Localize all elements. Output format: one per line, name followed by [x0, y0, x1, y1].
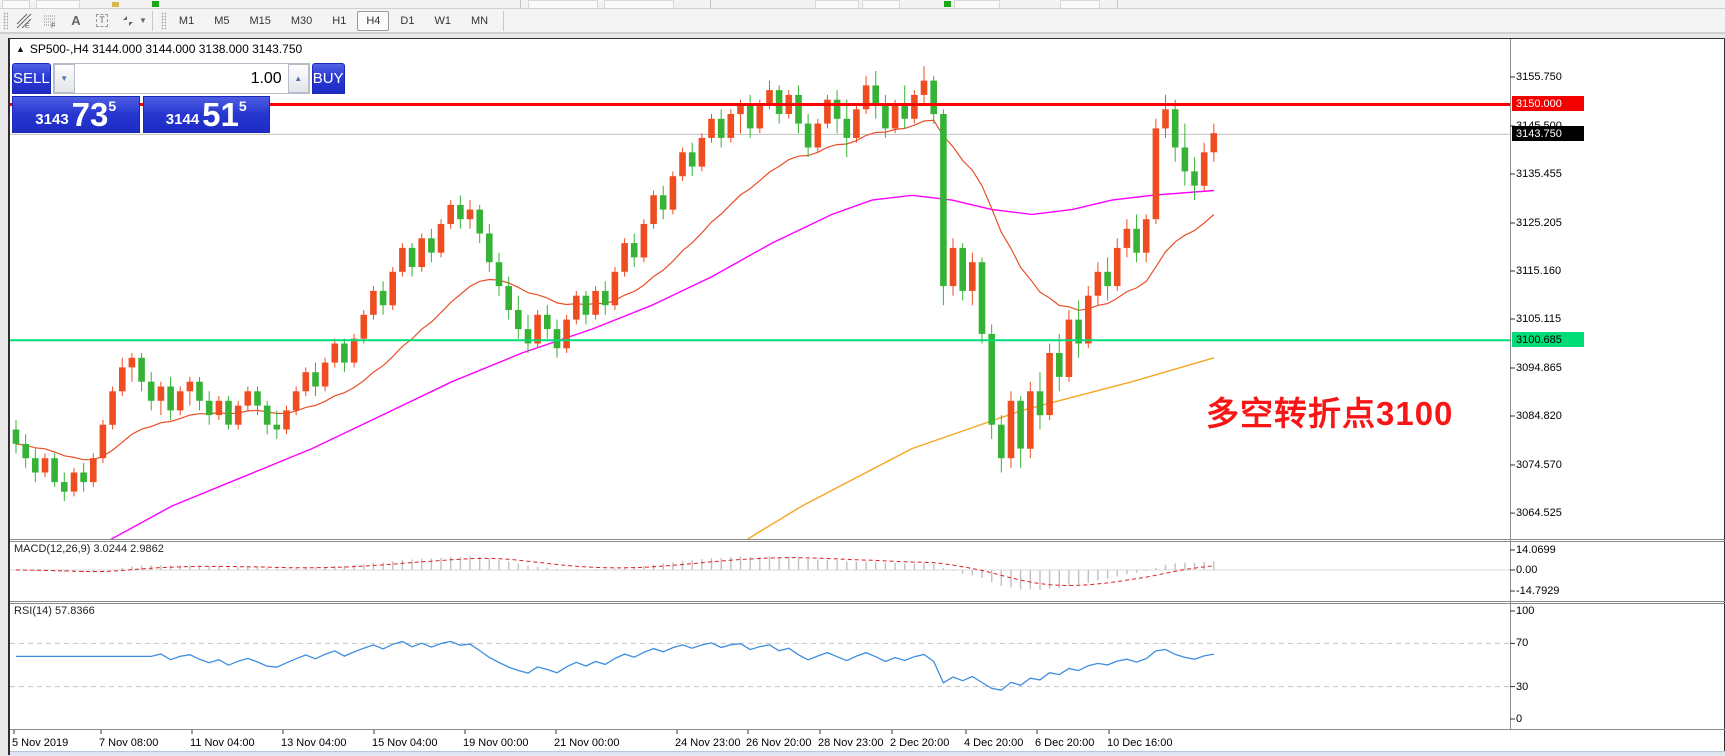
symbol-ohlc-text: SP500-,H4 3144.000 3144.000 3138.000 314…	[29, 42, 303, 56]
buy-price-whole: 3144	[165, 111, 200, 128]
sell-price-tile[interactable]: 3143 73 5	[12, 96, 140, 133]
price-axis-tick: 3064.525	[1516, 507, 1562, 520]
toolbar-button-partial[interactable]	[954, 0, 1000, 8]
toolbar-button-partial[interactable]	[1060, 0, 1100, 8]
time-axis-label: 15 Nov 04:00	[372, 737, 438, 749]
timeframe-button-h1[interactable]: H1	[332, 14, 347, 27]
status-green-icon	[944, 1, 951, 7]
time-axis-label: 21 Nov 00:00	[554, 737, 620, 749]
collapse-panel-icon[interactable]: ▲	[16, 44, 25, 54]
time-axis-label: 4 Dec 20:00	[964, 737, 1024, 749]
chevron-down-icon[interactable]: ▼	[139, 16, 147, 25]
arrows-icon[interactable]	[116, 10, 140, 31]
volume-decrease-button[interactable]: ▼	[53, 64, 75, 93]
rsi-axis-tick: 0	[1516, 713, 1523, 725]
price-badge-3143.750: 3143.750	[1512, 126, 1584, 142]
price-axis-tick: 3135.455	[1516, 168, 1562, 180]
horizontal-scrollbar[interactable]	[10, 751, 1725, 755]
buy-price-fraction: 5	[238, 98, 247, 114]
sell-price-whole: 3143	[35, 111, 69, 128]
time-axis-label: 11 Nov 04:00	[190, 737, 255, 749]
status-green-icon	[152, 1, 159, 7]
price-axis-tick: 3074.570	[1516, 459, 1562, 472]
toolbar-grip[interactable]	[3, 11, 8, 30]
chart-toolbar: E F A T ▼ M1 M5 M15 M30 H1 H4 D1 W1 MN	[0, 9, 1725, 34]
sell-button[interactable]: SELL	[12, 63, 51, 94]
buy-price-tile[interactable]: 3144 51 5	[142, 96, 270, 133]
toolbar-separator	[710, 0, 711, 8]
sell-price-fraction: 5	[108, 98, 117, 114]
rsi-axis-tick: 100	[1516, 605, 1535, 617]
toolbar-button-partial[interactable]	[2, 0, 30, 8]
price-axis-tick: 3105.115	[1516, 313, 1562, 326]
toolbar-separator	[520, 0, 521, 8]
timeframe-button-m1[interactable]: M1	[178, 14, 195, 27]
timeframe-button-w1[interactable]: W1	[434, 14, 451, 27]
toolbar-button-partial[interactable]	[815, 0, 859, 8]
price-axis-tick: 3125.205	[1516, 217, 1562, 229]
chart-ohlc-header: ▲ SP500-,H4 3144.000 3144.000 3138.000 3…	[16, 42, 302, 56]
macd-axis-tick: -14.7929	[1516, 585, 1560, 598]
time-axis-label: 13 Nov 04:00	[281, 737, 347, 749]
fibo-expansion-icon[interactable]: E	[12, 10, 36, 31]
price-axis-tick: 3155.750	[1516, 71, 1562, 83]
volume-stepper: ▼ ▲	[52, 63, 310, 94]
fibo-fan-icon[interactable]: F	[38, 10, 62, 31]
rsi-indicator-label: RSI(14) 57.8366	[14, 605, 95, 617]
svg-text:E: E	[25, 23, 30, 29]
rsi-axis-tick: 30	[1516, 680, 1529, 693]
price-axis-tick: 3115.160	[1516, 265, 1562, 278]
toolbar-overflow-strip	[0, 0, 1725, 9]
price-axis-tick: 3084.820	[1516, 410, 1562, 423]
volume-increase-button[interactable]: ▲	[287, 64, 309, 93]
timeframe-button-mn[interactable]: MN	[470, 14, 489, 27]
chart-text-annotation: 多空转折点3100	[1206, 395, 1454, 432]
timeframe-button-m30[interactable]: M30	[290, 14, 313, 27]
timeframe-button-h4[interactable]: H4	[357, 10, 390, 31]
time-axis-label: 7 Nov 08:00	[99, 737, 159, 749]
toolbar-button-partial[interactable]	[862, 0, 900, 8]
toolbar-separator	[151, 10, 153, 31]
text-label-icon[interactable]: A	[64, 10, 88, 31]
status-indicator-icon	[112, 2, 119, 7]
time-axis-label: 19 Nov 00:00	[463, 737, 529, 749]
time-axis-label: 24 Nov 23:00	[675, 737, 741, 749]
text-label-glyph: A	[71, 13, 81, 28]
price-badge-3100.685: 3100.685	[1512, 332, 1584, 348]
buy-price-pips: 51	[202, 96, 239, 133]
timeframe-button-m15[interactable]: M15	[249, 14, 271, 27]
svg-text:F: F	[51, 23, 55, 29]
rsi-axis-tick: 70	[1516, 637, 1529, 650]
buy-button[interactable]: BUY	[311, 63, 345, 94]
toolbar-button-partial[interactable]	[528, 0, 598, 8]
macd-axis-tick: 14.0699	[1516, 543, 1556, 556]
toolbar-button-partial[interactable]	[36, 0, 80, 8]
macd-axis-tick: 0.00	[1516, 564, 1538, 576]
time-axis-label: 6 Dec 20:00	[1035, 737, 1095, 749]
time-axis-label: 26 Nov 20:00	[746, 737, 812, 749]
sell-price-pips: 73	[71, 96, 109, 133]
text-box-icon[interactable]: T	[90, 10, 114, 31]
time-axis-label: 10 Dec 16:00	[1107, 737, 1173, 749]
text-box-glyph: T	[96, 14, 108, 27]
toolbar-separator	[1117, 0, 1118, 8]
chart-canvas[interactable]	[10, 39, 1725, 756]
timeframe-button-m5[interactable]: M5	[214, 14, 230, 27]
time-axis-label: 28 Nov 23:00	[818, 737, 884, 749]
price-axis-tick: 3094.865	[1516, 362, 1562, 375]
macd-indicator-label: MACD(12,26,9) 3.0244 2.9862	[14, 543, 164, 555]
timeframe-button-d1[interactable]: D1	[400, 14, 415, 27]
toolbar-button-partial[interactable]	[604, 0, 674, 8]
chart-window: ▲ SP500-,H4 3144.000 3144.000 3138.000 3…	[8, 38, 1725, 755]
toolbar-grip[interactable]	[160, 11, 166, 30]
toolbar-separator	[503, 10, 505, 31]
one-click-trade-panel: SELL ▼ ▲ BUY 3143 73 5 3144 51 5	[12, 63, 345, 133]
time-axis-label: 5 Nov 2019	[12, 737, 69, 749]
price-badge-3150.000: 3150.000	[1512, 96, 1584, 112]
time-axis-label: 2 Dec 20:00	[890, 737, 950, 749]
timeframe-group: M1 M5 M15 M30 H1 H4 D1 W1 MN	[169, 10, 498, 31]
volume-input[interactable]	[74, 64, 288, 93]
